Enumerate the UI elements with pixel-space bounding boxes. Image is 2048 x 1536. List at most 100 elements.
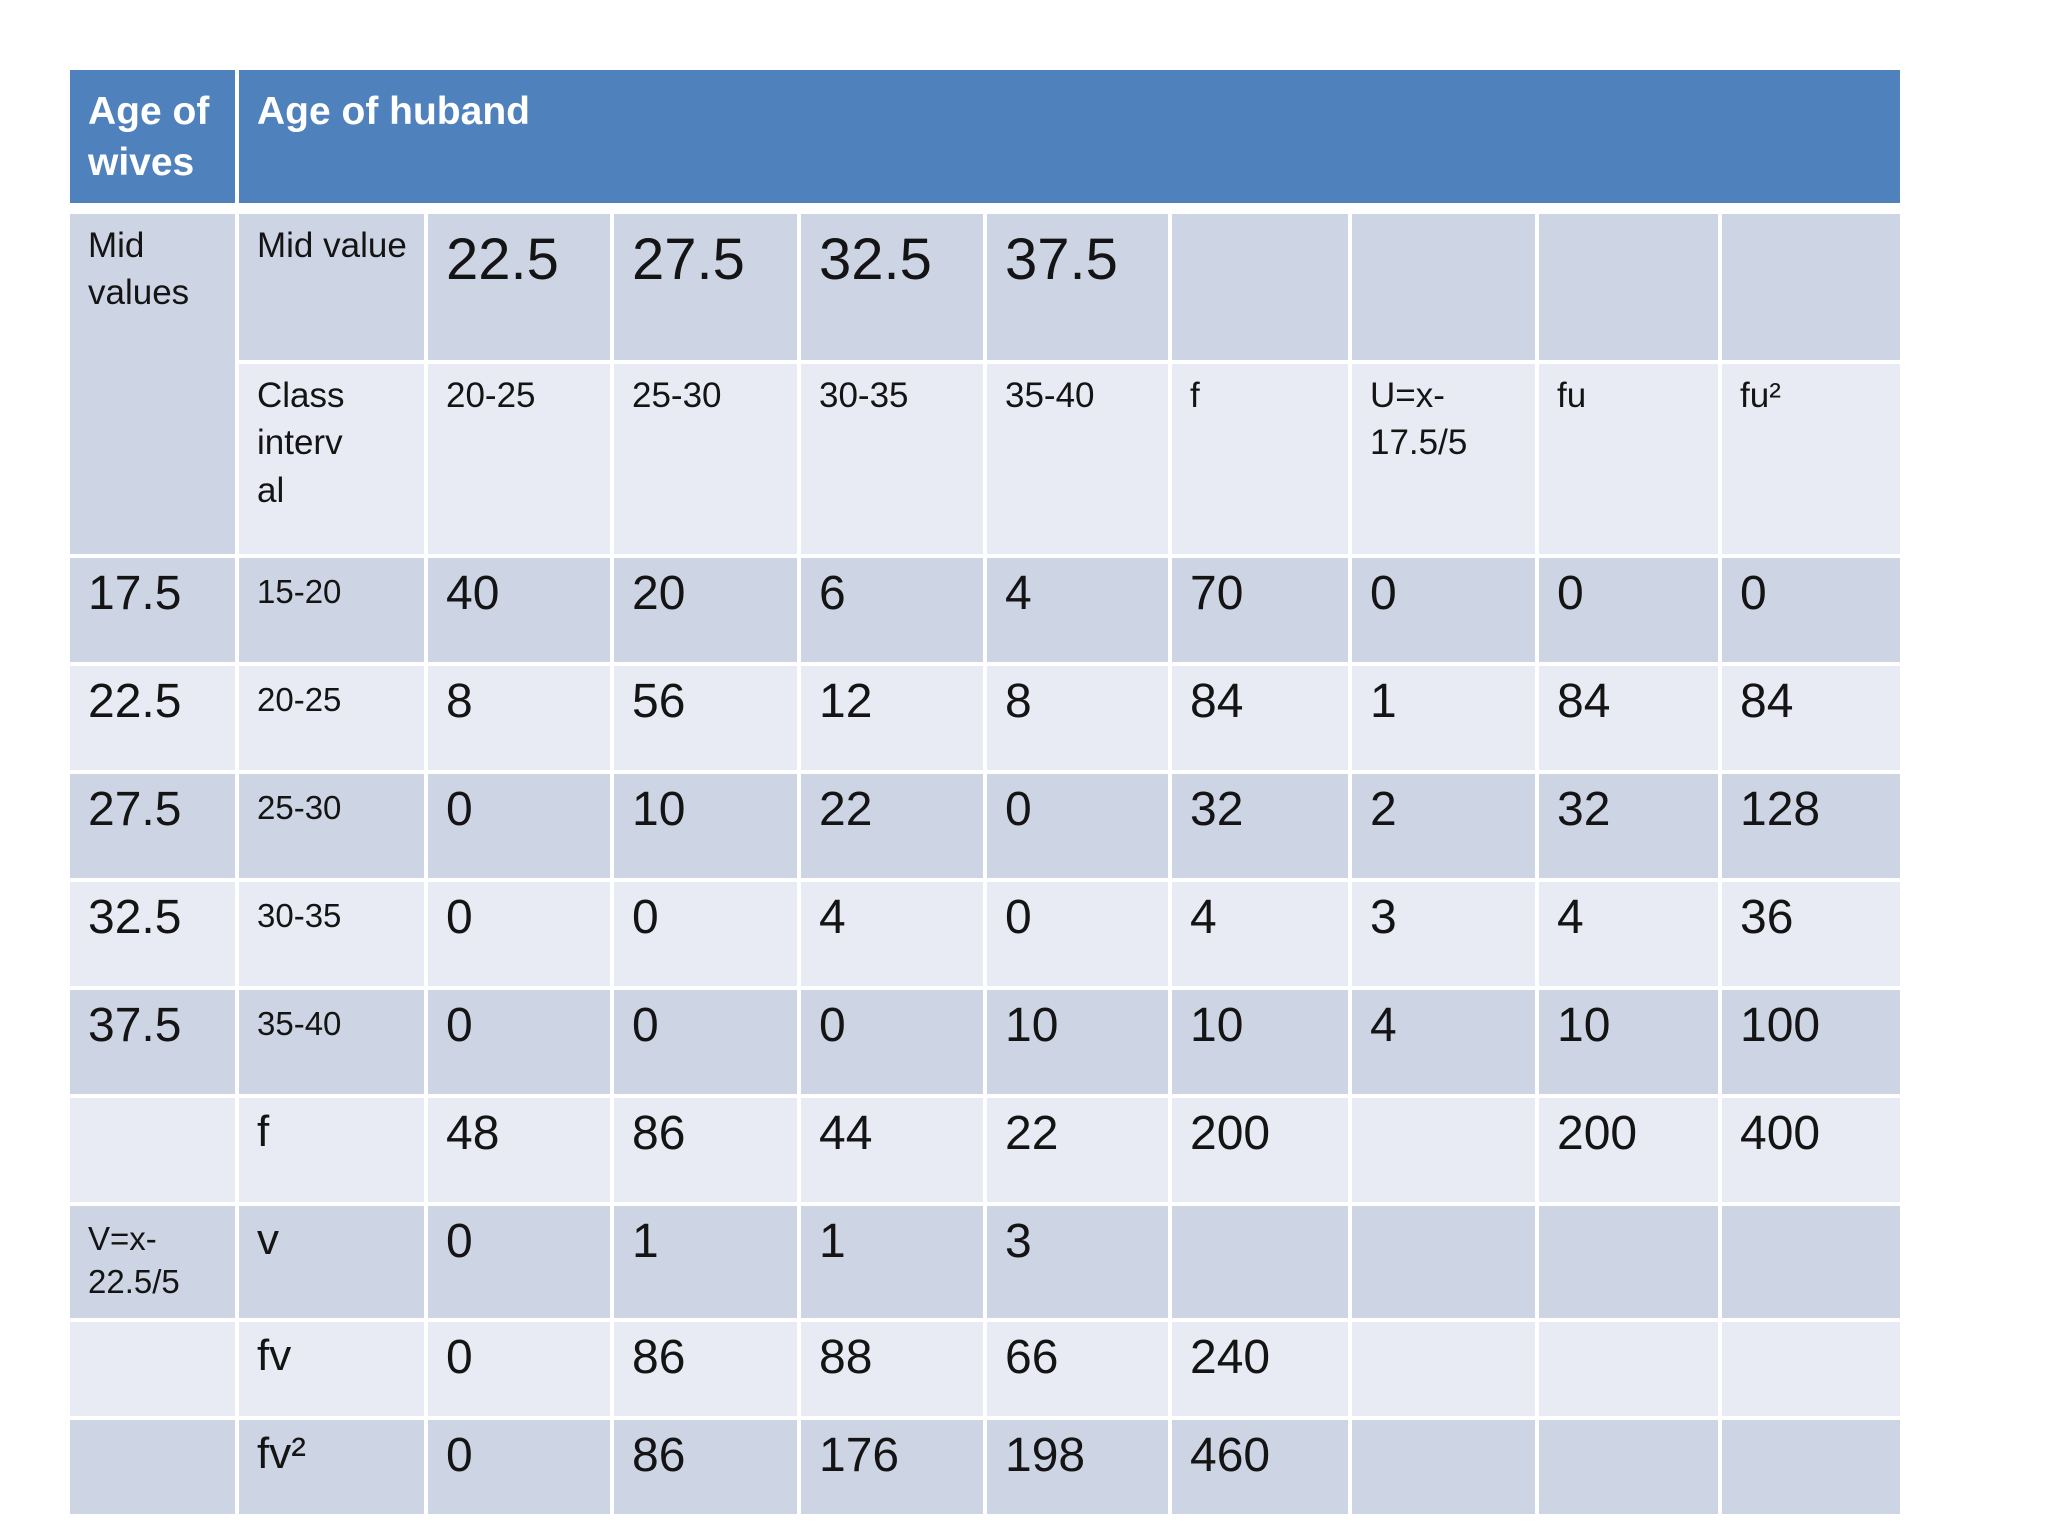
table-cell: 4 <box>1352 990 1535 1094</box>
table-cell: 40 <box>428 558 610 662</box>
table-cell: 10 <box>1172 990 1348 1094</box>
wife-class-interval: 35-40 <box>239 990 424 1094</box>
table-cell: 36 <box>1722 882 1900 986</box>
wife-mid-value: 27.5 <box>70 774 235 878</box>
table-cell: 0 <box>1722 558 1900 662</box>
col-header-f: f <box>1172 364 1348 554</box>
husband-class-interval: 25-30 <box>614 364 797 554</box>
table-cell <box>1352 1420 1535 1514</box>
table-cell: 88 <box>801 1322 983 1416</box>
table-cell: 44 <box>801 1098 983 1202</box>
table-cell <box>70 1420 235 1514</box>
table-cell: 200 <box>1172 1098 1348 1202</box>
header-age-of-husband: Age of huband <box>239 70 1900 210</box>
wife-class-interval: 20-25 <box>239 666 424 770</box>
frequency-table-body: Age of wives Age of huband Mid values Mid v… <box>70 70 1900 1514</box>
table-cell <box>1352 1206 1535 1318</box>
table-cell: 8 <box>987 666 1168 770</box>
frequency-table: Age of wives Age of huband Mid values Mid v… <box>66 66 1904 1518</box>
table-cell: 8 <box>428 666 610 770</box>
table-row: V=x- 22.5/5 v 0 1 1 3 <box>70 1206 1900 1318</box>
table-cell <box>1352 1098 1535 1202</box>
table-cell: 86 <box>614 1098 797 1202</box>
table-cell: 86 <box>614 1420 797 1514</box>
table-cell: 4 <box>801 882 983 986</box>
table-row: Class interv al 20-25 25-30 30-35 35-40 f U=x-… <box>70 364 1900 554</box>
table-cell: 22 <box>801 774 983 878</box>
table-cell: 84 <box>1539 666 1718 770</box>
table-cell: 0 <box>428 990 610 1094</box>
table-cell: 4 <box>1172 882 1348 986</box>
table-cell: 20 <box>614 558 797 662</box>
row-label-v: v <box>239 1206 424 1318</box>
table-cell <box>1722 214 1900 360</box>
table-cell: 200 <box>1539 1098 1718 1202</box>
table-cell: 460 <box>1172 1420 1348 1514</box>
husband-mid-value: 32.5 <box>801 214 983 360</box>
table-cell: 2 <box>1352 774 1535 878</box>
table-row: 32.5 30-35 0 0 4 0 4 3 4 36 <box>70 882 1900 986</box>
table-cell <box>1722 1322 1900 1416</box>
table-cell: 0 <box>614 882 797 986</box>
table-cell: 198 <box>987 1420 1168 1514</box>
table-cell: 66 <box>987 1322 1168 1416</box>
wife-mid-value: 22.5 <box>70 666 235 770</box>
table-cell: 48 <box>428 1098 610 1202</box>
table-cell: 32 <box>1172 774 1348 878</box>
col-header-u: U=x- 17.5/5 <box>1352 364 1535 554</box>
label-v-definition: V=x- 22.5/5 <box>70 1206 235 1318</box>
wife-mid-value: 32.5 <box>70 882 235 986</box>
table-cell <box>1722 1420 1900 1514</box>
table-row: Mid values Mid value 22.5 27.5 32.5 37.5 <box>70 214 1900 554</box>
husband-mid-value: 27.5 <box>614 214 797 360</box>
table-cell: 86 <box>614 1322 797 1416</box>
table-row: 27.5 25-30 0 10 22 0 32 2 32 128 <box>70 774 1900 878</box>
table-cell: 10 <box>614 774 797 878</box>
table-cell: 0 <box>428 882 610 986</box>
table-row: 17.5 15-20 40 20 6 4 70 0 0 0 <box>70 558 1900 662</box>
table-cell: 0 <box>428 1420 610 1514</box>
table-cell: 70 <box>1172 558 1348 662</box>
col-header-fu2: fu² <box>1722 364 1900 554</box>
col-header-fu: fu <box>1539 364 1718 554</box>
table-row: fv 0 86 88 66 240 <box>70 1322 1900 1416</box>
table-cell <box>1539 1206 1718 1318</box>
row-label-fv: fv <box>239 1322 424 1416</box>
header-age-of-wives: Age of wives <box>70 70 235 210</box>
table-cell: 0 <box>987 774 1168 878</box>
table-cell: 0 <box>1352 558 1535 662</box>
table-cell: 100 <box>1722 990 1900 1094</box>
table-cell <box>1352 1322 1535 1416</box>
wife-class-interval: 30-35 <box>239 882 424 986</box>
table-cell: 10 <box>987 990 1168 1094</box>
table-cell: 176 <box>801 1420 983 1514</box>
table-cell: 4 <box>1539 882 1718 986</box>
table-row: 22.5 20-25 8 56 12 8 84 1 84 84 <box>70 666 1900 770</box>
table-cell <box>70 1322 235 1416</box>
table-cell: 84 <box>1722 666 1900 770</box>
table-cell: 0 <box>428 1322 610 1416</box>
table-cell: 32 <box>1539 774 1718 878</box>
table-cell: 128 <box>1722 774 1900 878</box>
table-row: Age of wives Age of huband <box>70 70 1900 210</box>
table-cell <box>1172 214 1348 360</box>
table-cell <box>1539 214 1718 360</box>
table-cell <box>1352 214 1535 360</box>
table-cell: 22 <box>987 1098 1168 1202</box>
husband-mid-value: 22.5 <box>428 214 610 360</box>
husband-class-interval: 35-40 <box>987 364 1168 554</box>
table-cell: 1 <box>801 1206 983 1318</box>
table-cell: 0 <box>1539 558 1718 662</box>
label-mid-values: Mid values <box>70 214 235 554</box>
table-cell <box>1539 1420 1718 1514</box>
table-cell: 0 <box>428 774 610 878</box>
table-cell <box>1539 1322 1718 1416</box>
table-cell: 0 <box>428 1206 610 1318</box>
husband-mid-value: 37.5 <box>987 214 1168 360</box>
label-mid-value: Mid value <box>239 214 424 360</box>
husband-class-interval: 20-25 <box>428 364 610 554</box>
table-row: fv² 0 86 176 198 460 <box>70 1420 1900 1514</box>
table-cell <box>1722 1206 1900 1318</box>
table-cell: 10 <box>1539 990 1718 1094</box>
